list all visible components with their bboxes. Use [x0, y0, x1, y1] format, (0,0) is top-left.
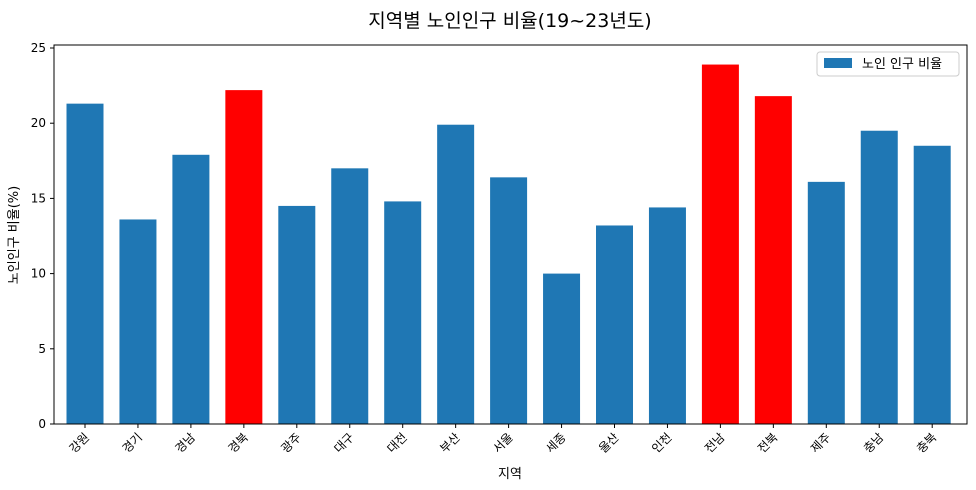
- x-tick-label: 전북: [755, 430, 781, 456]
- y-tick-label: 10: [31, 267, 46, 281]
- y-axis-ticks: 0 5 10 15 20 25: [31, 41, 54, 431]
- bar-대전: [384, 201, 422, 424]
- y-tick-label: 20: [31, 116, 46, 130]
- y-tick-label: 25: [31, 41, 46, 55]
- bar-부산: [437, 124, 475, 425]
- bar-강원: [66, 103, 104, 425]
- x-tick-label: 부산: [437, 430, 463, 456]
- x-tick-label: 강원: [67, 430, 93, 456]
- bar-경기: [119, 219, 157, 424]
- y-tick-label: 5: [38, 342, 46, 356]
- bar-경남: [172, 154, 210, 425]
- x-axis-label: 지역: [498, 467, 522, 482]
- chart-title: 지역별 노인인구 비율(19~23년도): [368, 10, 651, 32]
- bar-경북: [225, 90, 263, 425]
- legend-swatch: [824, 58, 852, 68]
- bar-대구: [331, 168, 369, 424]
- bar-제주: [807, 181, 845, 424]
- bar-전남: [701, 64, 739, 425]
- x-tick-label: 광주: [278, 430, 304, 456]
- x-tick-label: 충북: [914, 430, 940, 456]
- x-tick-label: 경남: [172, 430, 198, 456]
- x-tick-label: 인천: [648, 430, 674, 456]
- x-tick-label: 경기: [120, 430, 146, 456]
- y-axis-label: 노인인구 비율(%): [7, 186, 22, 284]
- x-tick-label: 서울: [490, 430, 516, 456]
- bar-전북: [754, 96, 792, 424]
- bar-서울: [490, 177, 528, 424]
- legend: 노인 인구 비율: [816, 51, 960, 77]
- bar-광주: [278, 205, 316, 424]
- plot-frame: [53, 44, 968, 425]
- x-tick-label: 전남: [702, 430, 728, 456]
- x-tick-label: 경북: [225, 430, 251, 456]
- bar-울산: [596, 225, 633, 424]
- legend-label: 노인 인구 비율: [862, 57, 942, 72]
- bar-충북: [913, 145, 951, 424]
- x-tick-label: 대전: [384, 430, 410, 456]
- y-tick-label: 0: [38, 417, 46, 431]
- bars-group: [66, 64, 951, 425]
- y-tick-label: 15: [31, 191, 46, 205]
- bar-인천: [648, 207, 686, 424]
- x-tick-label: 울산: [596, 430, 622, 456]
- bar-충남: [860, 130, 898, 425]
- x-tick-label: 충남: [861, 430, 887, 456]
- x-tick-label: 제주: [808, 430, 834, 456]
- bar-세종: [543, 273, 581, 424]
- x-tick-label: 세종: [543, 430, 569, 456]
- x-tick-label: 대구: [331, 430, 357, 456]
- x-axis-ticks: 강원 경기 경남 경북 광주 대구 대전 부산 서울 세종 울산 인천 전남 전북 제주 충남 충북: [67, 424, 940, 456]
- legend-box: [816, 51, 960, 77]
